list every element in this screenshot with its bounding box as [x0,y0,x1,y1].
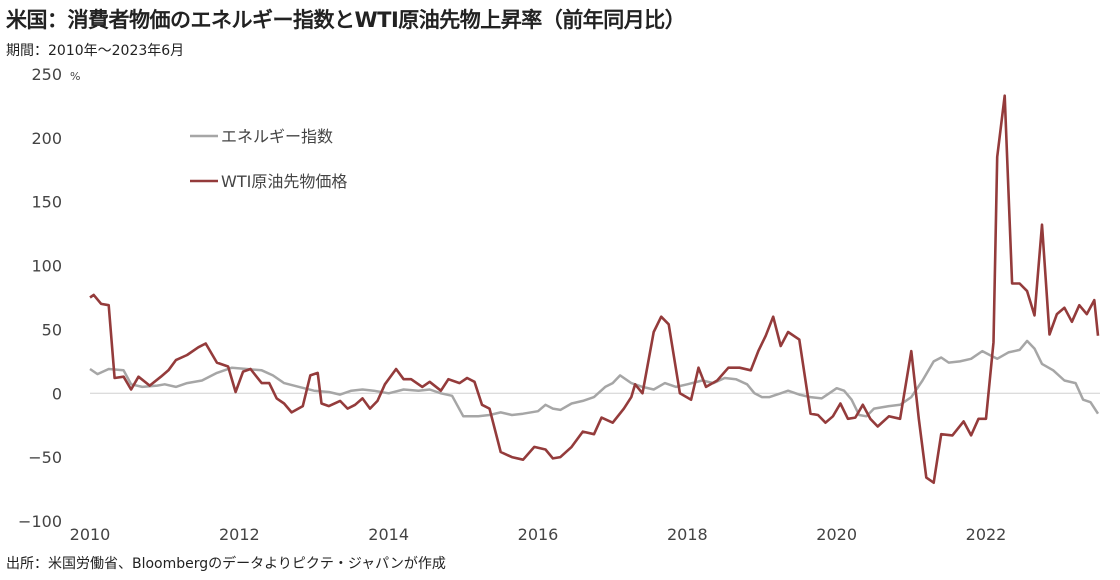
y-tick-label: 150 [31,193,62,212]
series-line-1 [89,94,1100,485]
chart-subtitle: 期間：2010年～2023年6月 [6,43,185,59]
x-tick-label: 2010 [70,525,111,544]
y-tick-label: 100 [31,257,62,276]
legend-label-1: WTI原油先物価格 [221,172,347,191]
x-tick-label: 2018 [667,525,708,544]
legend-label-0: エネルギー指数 [221,127,333,146]
chart-title: 米国：消費者物価のエネルギー指数とWTI原油先物上昇率（前年同月比） [6,8,686,32]
x-tick-label: 2022 [966,525,1007,544]
y-tick-label: −50 [28,448,62,467]
y-tick-label: 50 [42,320,62,339]
y-tick-label: 0 [52,384,62,403]
y-unit-label: % [70,70,80,83]
y-tick-label: 200 [31,129,62,148]
x-tick-label: 2020 [816,525,857,544]
source-note: 出所：米国労働省、Bloombergのデータよりピクテ・ジャパンが作成 [6,556,446,572]
y-tick-label: −100 [18,512,62,531]
y-tick-label: 250 [31,65,62,84]
legend: エネルギー指数 WTI原油先物価格 [190,127,347,191]
x-axis: 2010 2012 2014 2016 2018 2020 2022 [70,525,1007,544]
x-tick-label: 2016 [518,525,559,544]
chart-series [89,94,1100,485]
x-tick-label: 2012 [219,525,260,544]
y-axis: 250 200 150 100 50 0 −50 −100% [18,65,1100,531]
x-tick-label: 2014 [368,525,409,544]
